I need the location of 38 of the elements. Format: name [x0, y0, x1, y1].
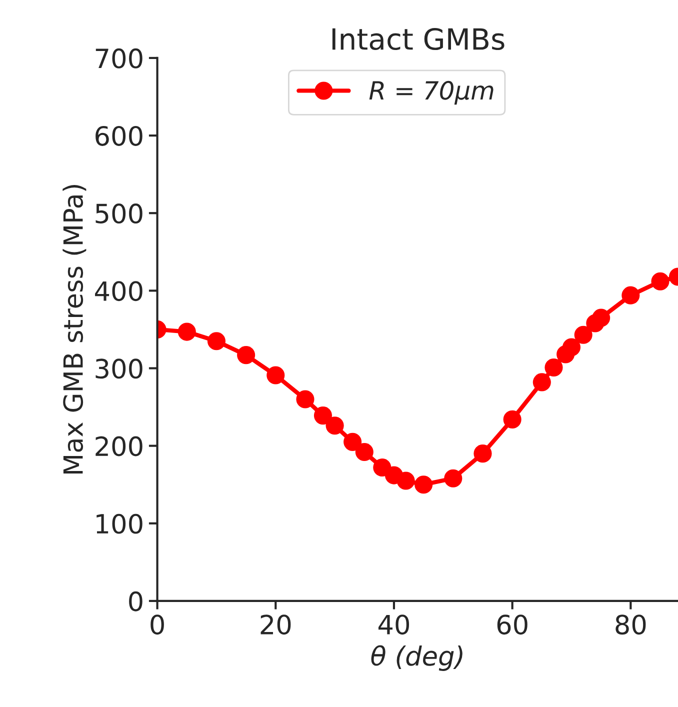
point [296, 390, 314, 408]
point [355, 442, 374, 462]
x-tick-label: 20 [260, 614, 291, 635]
y-tick-label: 100 [96, 514, 142, 534]
point [651, 272, 670, 290]
point [592, 308, 610, 327]
point [178, 322, 196, 341]
point [207, 332, 226, 350]
point [314, 406, 332, 425]
point [574, 326, 592, 344]
y-tick-label: 0 [129, 591, 142, 612]
point [344, 432, 362, 451]
y-tick-label: 700 [96, 48, 142, 68]
y-tick-label: 300 [96, 358, 142, 379]
y-tick-label: 200 [96, 436, 142, 456]
point [544, 358, 563, 376]
point [503, 410, 522, 428]
point [396, 472, 415, 490]
point [474, 444, 492, 463]
x-tick-label: 60 [497, 614, 528, 635]
x-tick-label: 40 [378, 614, 410, 635]
y-tick-label: 500 [96, 204, 142, 224]
x-tick-label: 80 [616, 614, 646, 635]
point [532, 373, 551, 392]
legend-label: R = 70μm [369, 80, 494, 105]
point [444, 469, 462, 488]
x-axis-title: θ (deg) [371, 645, 462, 671]
chart-title: Intact GMBs [332, 28, 504, 50]
point [237, 346, 256, 364]
point [622, 286, 640, 304]
x-tick-label: 0 [150, 614, 164, 635]
point [266, 366, 285, 384]
point [414, 476, 433, 494]
point [562, 338, 581, 356]
y-tick-label: 400 [95, 281, 142, 302]
y-axis-title: Max GMB stress (MPa) [62, 185, 86, 474]
y-tick-label: 600 [96, 126, 142, 146]
point [326, 416, 344, 435]
